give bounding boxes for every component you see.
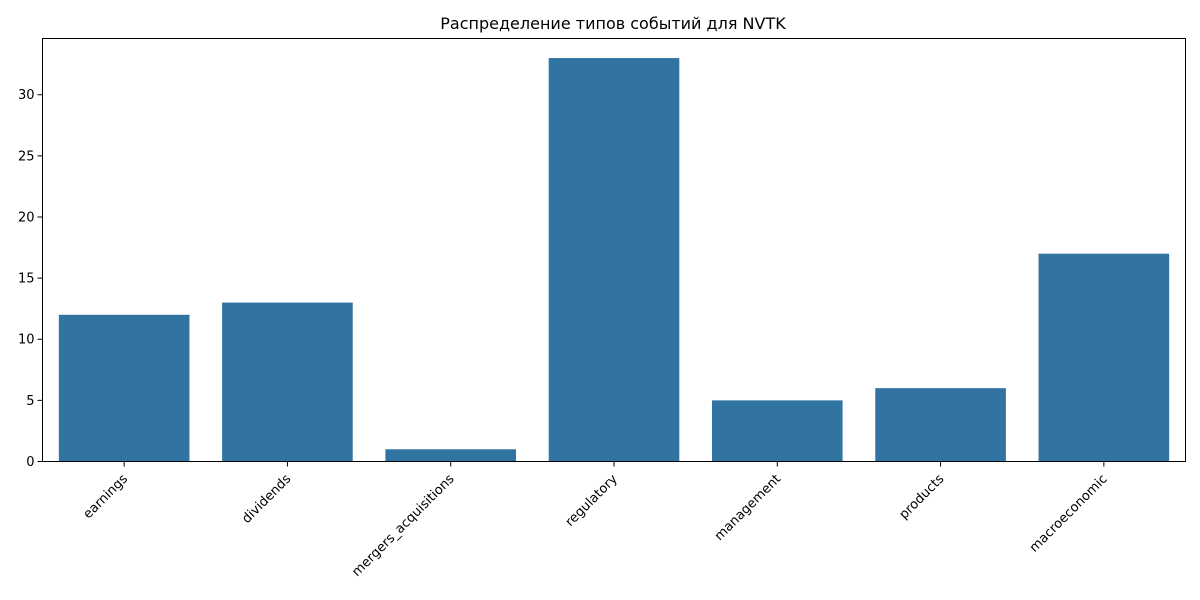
x-tick-label: macroeconomic	[1027, 472, 1111, 556]
bar-dividends	[222, 302, 353, 462]
y-axis: 0 5 10 15 20 25 30	[18, 88, 43, 470]
bar-earnings	[58, 314, 190, 462]
plot-frame	[42, 38, 1186, 462]
bar-management	[711, 400, 843, 462]
x-tick-label: management	[712, 472, 784, 544]
y-tick-label: 20	[18, 210, 35, 225]
y-tick-label: 0	[26, 455, 34, 470]
y-tick-label: 30	[18, 88, 35, 103]
x-tick-label: mergers_acquisitions	[349, 472, 457, 580]
x-tick-label: products	[897, 472, 948, 523]
y-tick-label: 10	[18, 333, 35, 348]
x-tick-label: regulatory	[563, 472, 621, 530]
bars-layer	[58, 58, 1170, 462]
y-tick-label: 5	[26, 394, 34, 409]
y-tick-label: 25	[18, 149, 35, 164]
x-axis: earnings dividends mergers_acquisitions reg…	[81, 461, 1111, 580]
y-tick-label: 15	[18, 272, 35, 287]
bar-macroeconomic	[1038, 253, 1170, 462]
chart-title: Распределение типов событий для NVTK	[440, 14, 786, 33]
bar-mergers_acquisitions	[385, 449, 517, 462]
x-tick-label: earnings	[81, 472, 132, 523]
bar-regulatory	[548, 58, 680, 462]
bar-products	[875, 388, 1006, 462]
x-tick-label: dividends	[239, 472, 294, 527]
